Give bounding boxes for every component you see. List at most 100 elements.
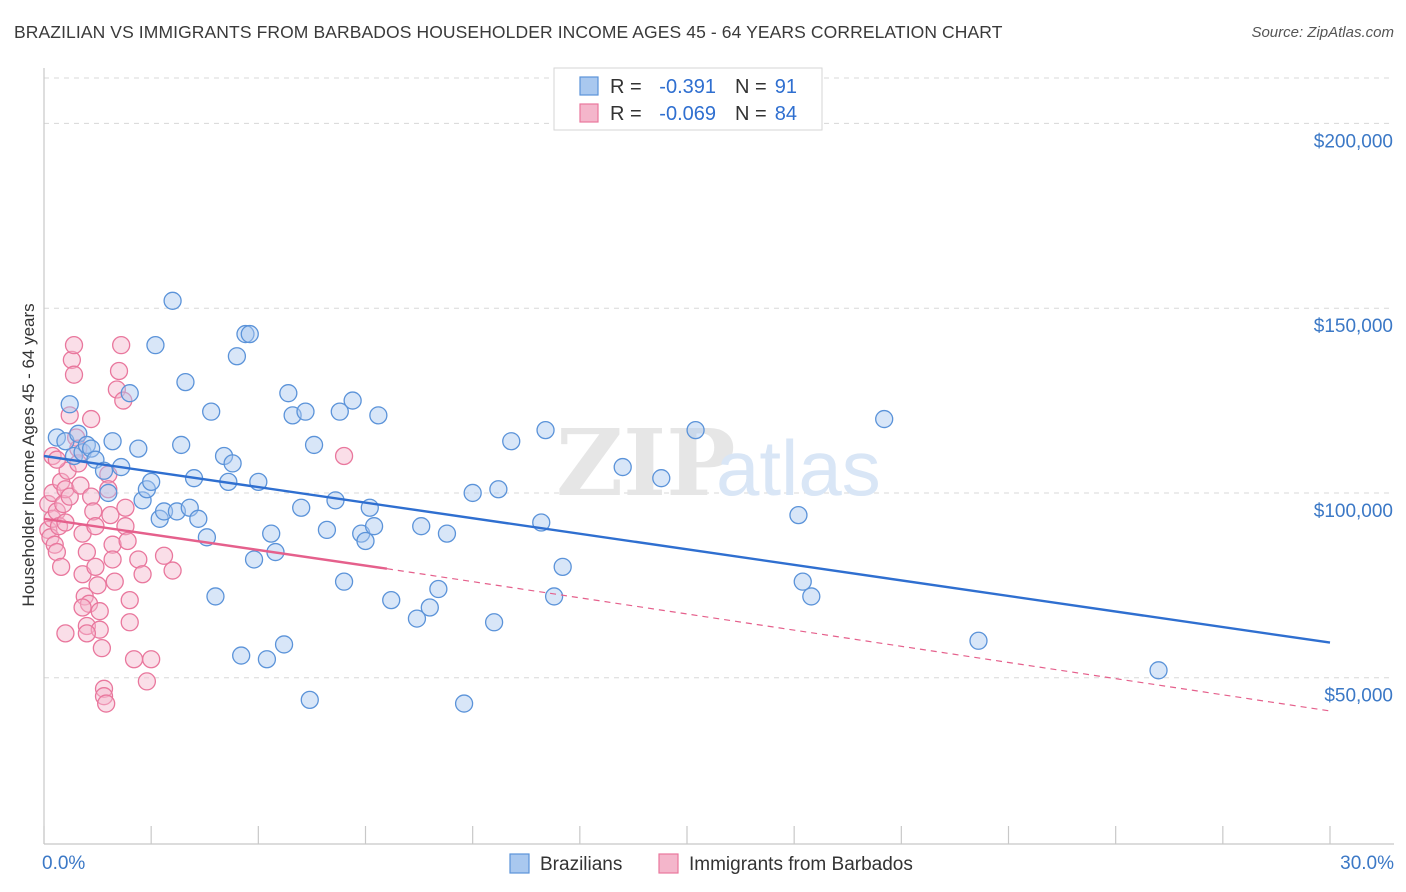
brazilian-point: [686, 420, 705, 440]
brazilian-point: [176, 372, 195, 392]
legend-n-value-1: 91: [775, 76, 797, 98]
brazilian-point: [652, 469, 671, 488]
legend-r-label-1: R =: [610, 76, 642, 98]
brazilian-point: [257, 650, 277, 669]
y-tick-label: $150,000: [1314, 316, 1393, 337]
correlation-legend: R = -0.391 N = 91 R = -0.069 N = 84: [553, 67, 823, 131]
brazilian-point: [369, 406, 388, 425]
barbados-point: [45, 535, 64, 554]
brazilian-point: [463, 483, 482, 503]
bottom-legend-label-barbados: Immigrants from Barbados: [689, 854, 913, 875]
barbados-trend-line: [43, 517, 388, 570]
brazilian-point: [300, 690, 319, 710]
brazilian-point: [437, 524, 457, 543]
barbados-point: [82, 409, 101, 429]
brazilian-point: [82, 439, 101, 458]
brazilian-point: [154, 502, 174, 521]
brazilian-point: [279, 384, 298, 403]
barbados-point: [334, 446, 354, 466]
legend-r-value-2: -0.069: [659, 103, 716, 125]
barbados-point: [62, 350, 82, 370]
x-tick-label-min: 0.0%: [42, 853, 85, 874]
barbados-point: [60, 487, 79, 506]
brazilian-point: [412, 517, 431, 536]
barbados-point: [103, 535, 122, 554]
barbados-point: [92, 639, 112, 658]
barbados-point: [124, 650, 144, 669]
brazilian-point: [502, 432, 521, 451]
brazilian-point: [429, 579, 448, 599]
x-tick-marks: [43, 826, 1331, 844]
y-tick-label: $200,000: [1314, 131, 1393, 152]
barbados-point: [77, 542, 97, 562]
brazilian-point: [420, 598, 439, 617]
brazilian-point: [536, 420, 555, 440]
watermark-atlas: atlas: [716, 424, 881, 512]
legend-n-label-1: N =: [735, 76, 767, 98]
barbados-point: [51, 557, 71, 577]
legend-n-label-2: N =: [735, 103, 767, 125]
barbados-point: [129, 550, 148, 569]
bottom-legend-swatch-barbados: [658, 853, 679, 874]
series-brazilians-points: [47, 291, 1168, 713]
brazilian-point: [793, 572, 812, 591]
brazilian-point: [407, 609, 427, 628]
brazilian-point: [789, 505, 808, 525]
y-tick-label: $100,000: [1314, 501, 1393, 522]
barbados-point: [112, 335, 131, 355]
barbados-point: [56, 624, 75, 643]
chart-title: BRAZILIAN VS IMMIGRANTS FROM BARBADOS HO…: [14, 22, 1003, 42]
brazilian-point: [227, 347, 247, 366]
barbados-point: [64, 335, 84, 355]
barbados-point: [133, 565, 152, 584]
barbados-point: [73, 598, 92, 617]
barbados-point: [103, 550, 122, 569]
series-barbados-points: [39, 335, 354, 713]
barbados-point: [86, 557, 105, 577]
barbados-point: [64, 365, 84, 384]
brazilian-point: [969, 631, 988, 650]
brazilian-point: [356, 531, 375, 551]
x-tick-label-max: 30.0%: [1340, 853, 1394, 874]
brazilian-point: [317, 520, 337, 540]
brazilian-point: [172, 435, 191, 455]
brazilian-point: [120, 384, 139, 403]
barbados-point: [94, 679, 114, 698]
source-credit: Source: ZipAtlas.com: [1251, 24, 1394, 41]
brazilian-point: [1149, 661, 1168, 680]
brazilian-point: [292, 498, 311, 517]
barbados-point: [94, 687, 114, 706]
barbados-point: [109, 361, 129, 381]
brazilian-point: [240, 324, 259, 344]
brazilian-point: [142, 472, 161, 492]
y-tick-labels: $50,000 $100,000 $150,000 $200,000: [1314, 131, 1393, 706]
brazilian-point: [163, 291, 182, 310]
barbados-point: [137, 672, 157, 691]
brazilian-point: [236, 324, 255, 344]
barbados-point: [154, 546, 174, 565]
brazilian-point: [133, 491, 152, 510]
barbados-point: [47, 542, 67, 562]
brazilian-point: [802, 587, 821, 606]
brazilian-point: [103, 432, 122, 451]
barbados-point: [114, 391, 133, 410]
brazilian-point: [544, 587, 564, 606]
barbados-point: [82, 487, 101, 506]
barbados-point: [116, 498, 135, 517]
brazilian-point: [343, 391, 362, 410]
brazilian-point: [232, 646, 251, 665]
brazilian-point: [454, 694, 474, 713]
brazilian-point: [262, 524, 281, 543]
brazilian-point: [129, 439, 148, 458]
barbados-point: [105, 572, 124, 591]
barbados-point: [142, 650, 161, 669]
brazilian-point: [146, 335, 165, 355]
brazilian-point: [99, 483, 118, 503]
barbados-point: [71, 476, 90, 495]
brazilians-trend-line: [43, 454, 1331, 644]
brazilian-point: [484, 613, 504, 632]
brazilian-point: [364, 517, 384, 536]
barbados-point: [120, 613, 139, 632]
brazilian-point: [382, 590, 401, 610]
